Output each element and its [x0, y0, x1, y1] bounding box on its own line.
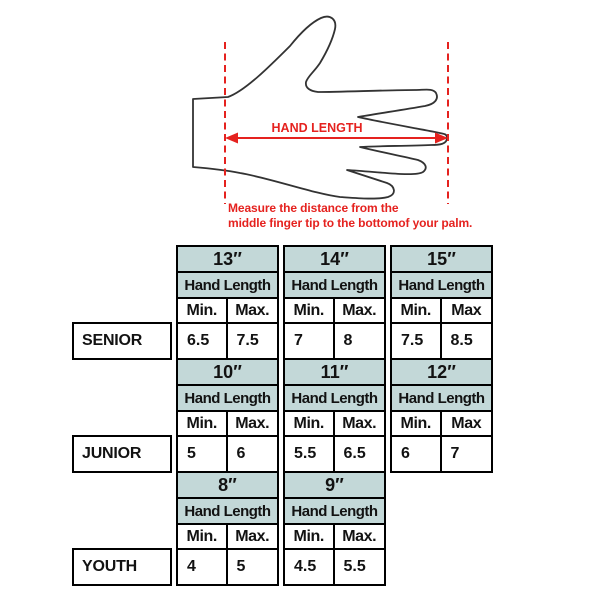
min-value: 6 — [392, 437, 442, 471]
size-header-15in: 15″ — [392, 247, 491, 273]
size-block-youth: YOUTH 8″ Hand Length Min. Max. 4 5 9″ Ha… — [72, 471, 493, 586]
size-block-junior: JUNIOR 10″ Hand Length Min. Max. 5 6 11″… — [72, 358, 493, 473]
max-value: 6.5 — [343, 445, 366, 462]
hand-diagram: HAND LENGTH — [192, 15, 449, 204]
max-value: 7 — [450, 445, 460, 462]
label-col-senior: SENIOR — [72, 322, 172, 360]
size-header-9in: 9″ — [285, 473, 384, 499]
hand-length-header: Hand Length — [178, 386, 277, 412]
hand-length-header: Hand Length — [178, 273, 277, 299]
size-header-13in: 13″ — [178, 247, 277, 273]
min-header: Min. — [285, 299, 335, 324]
label-col-youth: YOUTH — [72, 548, 172, 586]
size-header-10in: 10″ — [178, 360, 277, 386]
label-col-junior: JUNIOR — [72, 435, 172, 473]
measure-caption: Measure the distance from the middle fin… — [228, 201, 472, 232]
measure-caption-line2: middle finger tip to the bottomof your p… — [228, 216, 473, 231]
size-header-11in: 11″ — [285, 360, 384, 386]
size-table: SENIOR 13″ Hand Length Min. Max. 6.5 7.5… — [72, 245, 493, 586]
hand-length-header: Hand Length — [285, 273, 384, 299]
max-value: 5.5 — [343, 558, 366, 575]
max-header: Max. — [334, 525, 384, 550]
max-header: Max. — [227, 299, 277, 324]
min-value: 6.5 — [178, 324, 228, 358]
size-header-8in: 8″ — [178, 473, 277, 499]
max-header: Max — [441, 299, 491, 324]
min-header: Min. — [178, 412, 228, 437]
min-value: 5.5 — [285, 437, 335, 471]
max-header: Max. — [334, 299, 384, 324]
max-value: 6 — [236, 445, 246, 462]
min-header: Min. — [178, 525, 228, 550]
size-column-9in: 9″ Hand Length Min. Max. 4.5 5.5 — [283, 471, 386, 586]
row-label-youth: YOUTH — [72, 548, 172, 586]
min-value: 7.5 — [392, 324, 442, 358]
hand-length-arrow — [225, 132, 448, 144]
hand-outline — [192, 15, 448, 200]
measure-caption-line1: Measure the distance from the — [228, 201, 399, 215]
max-header: Max. — [227, 412, 277, 437]
max-header: Max. — [227, 525, 277, 550]
size-column-11in: 11″ Hand Length Min. Max. 5.5 6.5 — [283, 358, 386, 473]
min-header: Min. — [285, 412, 335, 437]
min-value: 5 — [178, 437, 228, 471]
size-column-12in: 12″ Hand Length Min. Max 6 7 — [390, 358, 493, 473]
row-label-senior: SENIOR — [72, 322, 172, 360]
row-label-junior: JUNIOR — [72, 435, 172, 473]
min-value: 4.5 — [285, 550, 335, 584]
min-header: Min. — [178, 299, 228, 324]
min-value: 7 — [285, 324, 335, 358]
min-value: 4 — [178, 550, 228, 584]
hand-length-header: Hand Length — [285, 499, 384, 525]
max-value: 7.5 — [236, 332, 259, 349]
hand-length-label: HAND LENGTH — [272, 121, 363, 135]
max-header: Max — [441, 412, 491, 437]
hand-length-header: Hand Length — [392, 386, 491, 412]
hand-length-header: Hand Length — [392, 273, 491, 299]
size-column-15in: 15″ Hand Length Min. Max 7.5 8.5 — [390, 245, 493, 360]
min-header: Min. — [392, 412, 442, 437]
size-header-14in: 14″ — [285, 247, 384, 273]
hand-length-header: Hand Length — [285, 386, 384, 412]
hand-length-header: Hand Length — [178, 499, 277, 525]
size-header-12in: 12″ — [392, 360, 491, 386]
size-column-14in: 14″ Hand Length Min. Max. 7 8 — [283, 245, 386, 360]
max-value: 5 — [236, 558, 246, 575]
max-value: 8 — [343, 332, 353, 349]
min-header: Min. — [285, 525, 335, 550]
max-value: 8.5 — [450, 332, 473, 349]
min-header: Min. — [392, 299, 442, 324]
size-block-senior: SENIOR 13″ Hand Length Min. Max. 6.5 7.5… — [72, 245, 493, 360]
max-header: Max. — [334, 412, 384, 437]
size-column-13in: 13″ Hand Length Min. Max. 6.5 7.5 — [176, 245, 279, 360]
size-column-8in: 8″ Hand Length Min. Max. 4 5 — [176, 471, 279, 586]
size-column-10in: 10″ Hand Length Min. Max. 5 6 — [176, 358, 279, 473]
